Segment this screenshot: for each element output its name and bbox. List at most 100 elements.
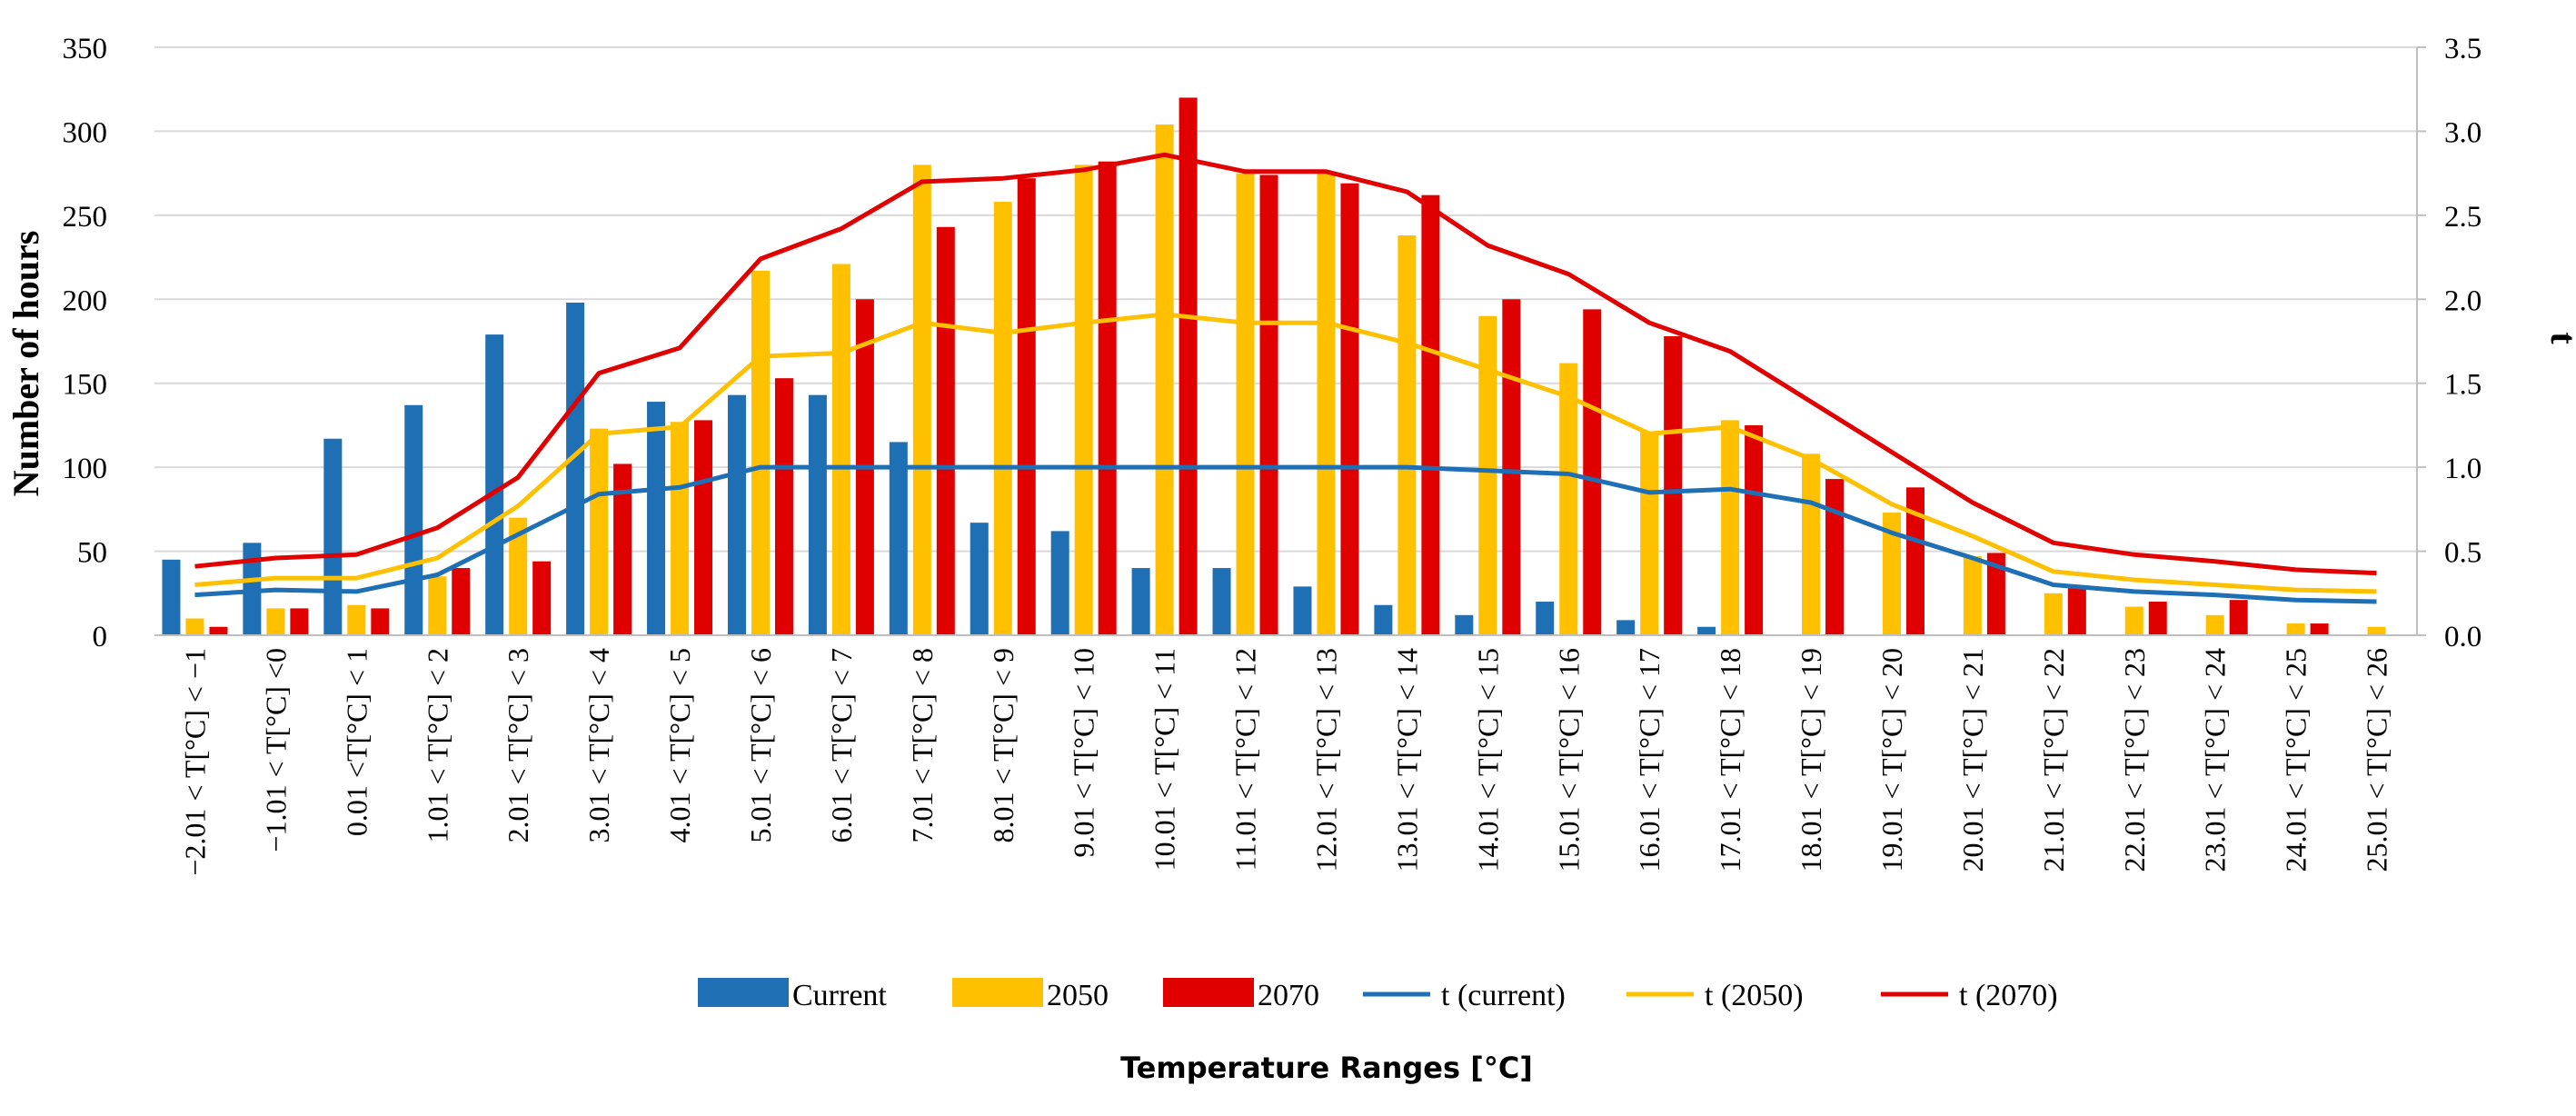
bar-2050	[1640, 432, 1659, 635]
category-label: 9.01 < T[°C] < 10	[1068, 648, 1100, 858]
bar-2050	[1074, 164, 1093, 635]
bar-current	[1455, 614, 1474, 635]
bar-2050	[2044, 593, 2063, 635]
legend-label-t-current: t (current)	[1441, 979, 1566, 1012]
bar-current	[647, 402, 666, 635]
bar-2050	[1478, 315, 1497, 635]
bar-current	[1536, 602, 1555, 635]
bar-2050	[1802, 453, 1821, 635]
legend-label-current: Current	[792, 979, 887, 1012]
right-axis-tick-labels: 0.0 0.5 1.0 1.5 2.0 2.5 3.0 3.5	[2444, 33, 2482, 653]
bar-current	[727, 394, 746, 635]
bar-2070	[371, 608, 390, 635]
y-tick-label: 200	[63, 284, 108, 317]
bar-current	[243, 543, 262, 635]
bar-2070	[1259, 174, 1278, 635]
category-label: 8.01 < T[°C] < 9	[987, 648, 1019, 843]
bar-2070	[1583, 309, 1602, 635]
bar-2070	[936, 226, 955, 635]
bar-2070	[209, 626, 228, 635]
bar-current	[485, 334, 504, 635]
bar-2050	[912, 164, 931, 635]
bar-2070	[1098, 161, 1117, 635]
bar-current	[566, 302, 585, 635]
bar-2070	[2067, 588, 2086, 635]
bar-2070	[1340, 183, 1359, 635]
category-label: 0.01 <T[°C] < 1	[340, 648, 373, 836]
bar-2050	[347, 604, 366, 635]
bar-2050	[266, 608, 285, 635]
bar-2050	[2367, 626, 2386, 635]
bar-current	[970, 523, 989, 635]
bar-2050	[2205, 614, 2224, 635]
category-label: 14.01 < T[°C] < 15	[1471, 648, 1504, 872]
bar-2070	[613, 463, 632, 635]
legend-swatch-2050	[952, 978, 1043, 1007]
bar-2050	[428, 576, 447, 635]
y-axis-title: Number of hours	[5, 231, 46, 497]
bar-current	[1374, 604, 1393, 635]
secondary-y-axis-title: t	[2543, 332, 2576, 344]
y2-tick-label: 1.5	[2444, 369, 2482, 402]
y2-tick-label: 1.0	[2444, 453, 2482, 485]
y-tick-label: 100	[63, 453, 108, 485]
bar-2070	[1825, 479, 1845, 635]
bar-2050	[751, 270, 770, 635]
bar-2050	[1236, 173, 1255, 635]
category-label: 11.01 < T[°C] < 12	[1229, 648, 1262, 871]
category-label: 12.01 < T[°C] < 13	[1310, 648, 1343, 872]
line-t-current	[194, 464, 2377, 604]
bar-2050	[1963, 556, 1982, 635]
category-label: 25.01 < T[°C] < 26	[2361, 648, 2393, 872]
y2-tick-label: 2.0	[2444, 284, 2482, 317]
category-label: 15.01 < T[°C] < 16	[1552, 648, 1585, 872]
bar-series-group	[162, 97, 2386, 635]
bar-2070	[532, 561, 552, 635]
bar-2070	[1745, 424, 1764, 635]
category-label: 23.01 < T[°C] < 24	[2199, 648, 2232, 872]
bar-2050	[2124, 606, 2143, 635]
y-tick-label: 350	[63, 33, 108, 65]
bar-2070	[1017, 178, 1036, 635]
category-label: −2.01 < T[°C] < −1	[179, 648, 212, 876]
category-label: 7.01 < T[°C] < 8	[906, 648, 939, 843]
category-label: 22.01 < T[°C] < 23	[2118, 648, 2151, 872]
bar-2050	[993, 202, 1012, 635]
y2-tick-label: 2.5	[2444, 201, 2482, 234]
category-label: 16.01 < T[°C] < 17	[1633, 648, 1666, 872]
bar-2050	[831, 264, 850, 635]
bar-2070	[1986, 553, 2005, 635]
left-axis-tick-labels: 0 50 100 150 200 250 300 350	[63, 33, 108, 653]
bar-current	[323, 438, 343, 635]
bar-2070	[694, 420, 713, 635]
category-label: 4.01 < T[°C] < 5	[663, 648, 696, 843]
category-label: 24.01 < T[°C] < 25	[2280, 648, 2312, 872]
line-t-2070	[194, 152, 2377, 576]
category-label: 5.01 < T[°C] < 6	[744, 648, 777, 843]
y-tick-label: 250	[63, 201, 108, 234]
y2-tick-label: 0.0	[2444, 621, 2482, 653]
category-label: 21.01 < T[°C] < 22	[2037, 648, 2070, 872]
bar-2050	[590, 428, 609, 635]
bar-2070	[290, 608, 309, 635]
y-tick-label: 150	[63, 369, 108, 402]
category-label: 13.01 < T[°C] < 14	[1390, 648, 1423, 872]
bar-2050	[185, 618, 204, 635]
bar-2050	[1317, 173, 1336, 635]
legend-swatch-current	[698, 978, 789, 1007]
line-t-2050	[194, 312, 2377, 594]
bar-2070	[1664, 335, 1683, 635]
legend-swatch-2070	[1163, 978, 1254, 1007]
y-tick-label: 300	[63, 116, 108, 149]
legend: Current 2050 2070 t (current) t (2050) t (207…	[698, 978, 2058, 1012]
y2-tick-label: 3.0	[2444, 116, 2482, 149]
axes	[154, 46, 2426, 636]
bar-2050	[671, 422, 690, 635]
bar-2070	[1421, 194, 1440, 635]
bar-2050	[509, 517, 528, 635]
category-label: −1.01 < T[°C] <0	[259, 648, 292, 852]
bar-current	[889, 442, 908, 635]
category-label: 1.01 < T[°C] < 2	[421, 648, 453, 843]
category-label: 19.01 < T[°C] < 20	[1875, 648, 1908, 872]
